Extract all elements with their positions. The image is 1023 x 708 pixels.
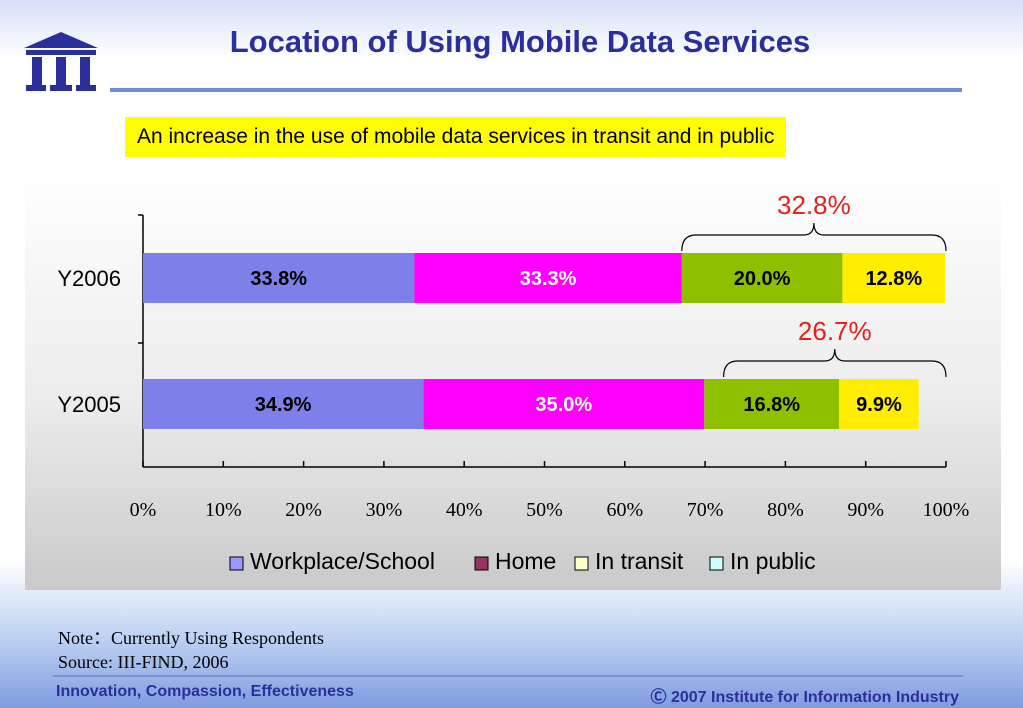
bar-segment (143, 253, 415, 303)
data-label: 12.8% (865, 268, 922, 290)
annotation-brace (722, 348, 947, 378)
x-tick-label: 90% (847, 499, 884, 521)
legend-swatch (229, 556, 244, 571)
bar-segment (839, 379, 919, 429)
footer-copyright: Ⓒ 2007 Institute for Information Industr… (650, 689, 959, 706)
chart-area: 0% 10% 20% 30% 40% 50% 60% 70% 80% 90% 100% Y2006 33… (25, 170, 1001, 590)
category-label: Y2006 (57, 266, 121, 291)
x-tick-label: 70% (687, 499, 724, 521)
highlight-banner: An increase in the use of mobile data se… (125, 117, 787, 157)
bar-segment (423, 379, 705, 429)
x-tick-label: 60% (606, 499, 643, 521)
data-label: 33.3% (520, 268, 577, 290)
legend-label: Home (495, 548, 556, 574)
data-label: 34.9% (255, 394, 312, 416)
legend-swatch (709, 556, 724, 571)
data-label: 35.0% (535, 394, 592, 416)
data-label: 20.0% (734, 268, 791, 290)
legend-swatch (474, 556, 489, 571)
x-tick-label: 30% (366, 499, 403, 521)
category-label: Y2005 (57, 392, 121, 417)
x-tick-label: 50% (526, 499, 563, 521)
source-text: Source: III-FIND, 2006 (58, 652, 229, 672)
bar-segment (704, 379, 840, 429)
bar-segment (414, 253, 682, 303)
stacked-bar-chart: 0% 10% 20% 30% 40% 50% 60% 70% 80% 90% 100% Y2006 33… (57, 190, 970, 574)
x-tick-label: 0% (130, 499, 157, 521)
data-label: 33.8% (250, 268, 307, 290)
annotation-brace (681, 222, 947, 252)
annotation-label: 26.7% (798, 316, 872, 346)
bar-segment (143, 379, 424, 429)
data-label: 9.9% (856, 394, 902, 416)
annotation-label: 32.8% (777, 190, 851, 220)
x-tick-label: 40% (446, 499, 483, 521)
footer-slogan: Innovation, Compassion, Effectiveness (56, 683, 354, 700)
legend-label: Workplace/School (250, 548, 435, 574)
legend-label: In transit (595, 548, 684, 574)
x-tick-label: 20% (285, 499, 322, 521)
title-divider (110, 88, 962, 92)
bar-segment (842, 253, 946, 303)
bar-segment (681, 253, 843, 303)
page-title: Location of Using Mobile Data Services (229, 24, 811, 59)
iii-logo (20, 30, 102, 94)
legend-label: In public (730, 548, 816, 574)
notes: Note：Currently Using Respondents Source:… (58, 626, 324, 674)
legend-swatch (574, 556, 589, 571)
x-tick-label: 10% (205, 499, 242, 521)
x-tick-label: 80% (767, 499, 804, 521)
note-text: Note：Currently Using Respondents (58, 628, 324, 648)
data-label: 16.8% (743, 394, 800, 416)
footer-divider (53, 675, 963, 677)
x-tick-label: 100% (923, 499, 970, 521)
